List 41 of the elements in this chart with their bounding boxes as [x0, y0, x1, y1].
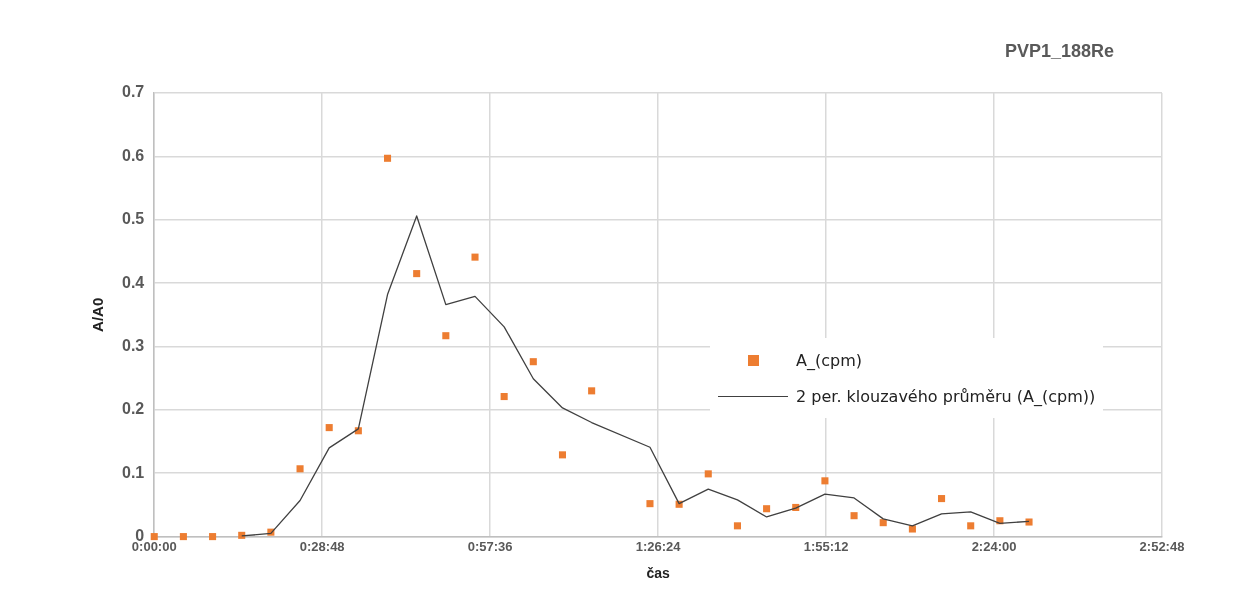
- x-tick-label: 0:28:48: [299, 538, 345, 554]
- legend-label: 2 per. klouzavého průměru (A_(cpm)): [796, 386, 1096, 406]
- point: [296, 465, 304, 473]
- point: [558, 451, 567, 459]
- point: [967, 522, 975, 530]
- point: [1025, 518, 1033, 526]
- y-tick-label: 0.7: [121, 83, 145, 101]
- point: [821, 477, 829, 485]
- x-axis-title: čas: [646, 565, 671, 582]
- point: [646, 500, 654, 508]
- x-tick-label: 2:24:00: [971, 538, 1017, 554]
- point: [763, 505, 771, 513]
- point: [179, 533, 187, 541]
- y-tick-label: 0.6: [121, 146, 145, 164]
- point: [384, 154, 392, 162]
- x-tick-label: 1:55:12: [803, 538, 849, 554]
- point: [529, 358, 537, 366]
- point: [850, 512, 858, 520]
- legend-label: A_(cpm): [796, 350, 862, 370]
- y-axis-title: A/A0: [89, 297, 107, 332]
- point: [704, 470, 712, 478]
- point: [938, 495, 946, 503]
- y-tick-label: 0.2: [121, 400, 145, 418]
- point: [442, 332, 450, 340]
- x-tick-label: 2:52:48: [1139, 538, 1185, 554]
- point: [879, 519, 887, 527]
- x-tick-label: 1:26:24: [635, 538, 682, 554]
- y-tick-label: 0.1: [121, 463, 145, 481]
- chart-title: PVP1_188Re: [1004, 40, 1114, 61]
- point: [471, 253, 479, 261]
- point: [588, 387, 596, 395]
- x-tick-label: 0:57:36: [467, 538, 513, 554]
- point: [238, 531, 246, 539]
- point: [733, 522, 741, 530]
- y-tick-label: 0.4: [121, 273, 145, 291]
- point: [209, 533, 217, 541]
- y-tick-label: 0.3: [121, 336, 145, 354]
- point: [500, 393, 508, 401]
- point: [325, 424, 333, 432]
- point: [413, 270, 421, 278]
- y-tick-label: 0.5: [121, 210, 145, 228]
